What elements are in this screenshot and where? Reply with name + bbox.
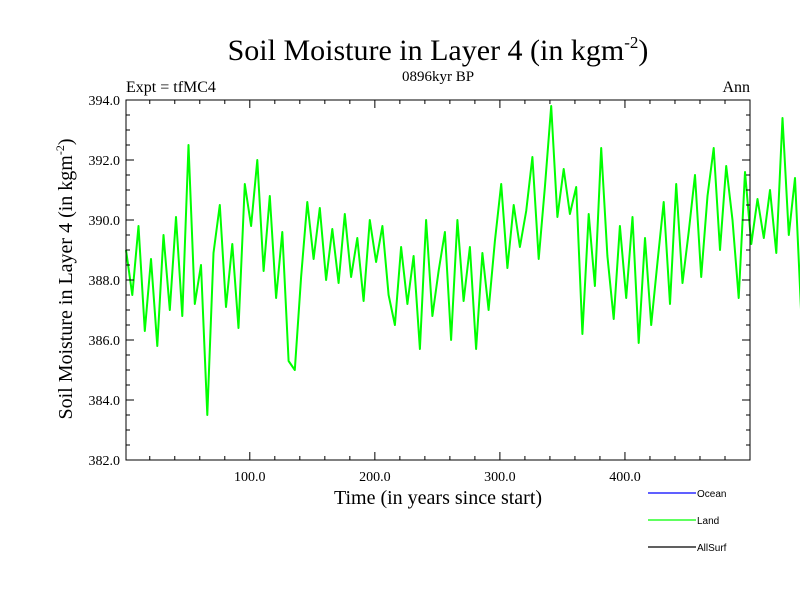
x-axis-label: Time (in years since start) — [334, 487, 542, 509]
chart-title: Soil Moisture in Layer 4 (in kgm-2) — [228, 33, 649, 67]
y-tick-label: 386.0 — [89, 334, 121, 349]
y-tick-label: 382.0 — [89, 454, 121, 469]
x-tick-label: 100.0 — [234, 470, 266, 485]
period-label: Ann — [722, 79, 750, 96]
legend-label-allsurf: AllSurf — [697, 543, 727, 554]
chart-subtitle: 0896kyr BP — [402, 69, 474, 85]
y-tick-label: 390.0 — [89, 214, 121, 229]
y-tick-label: 384.0 — [89, 394, 121, 409]
y-tick-label: 392.0 — [89, 154, 121, 169]
y-tick-label: 394.0 — [89, 94, 121, 109]
experiment-label: Expt = tfMC4 — [126, 79, 216, 96]
legend-label-ocean: Ocean — [697, 489, 726, 500]
series-layer — [125, 105, 800, 416]
x-tick-label: 300.0 — [484, 470, 516, 485]
y-axis-label: Soil Moisture in Layer 4 (in kgm-2) — [53, 138, 77, 419]
legend: Ocean Land AllSurf — [648, 489, 727, 554]
legend-label-land: Land — [697, 516, 719, 527]
x-tick-label: 400.0 — [609, 470, 641, 485]
y-tick-label: 388.0 — [89, 274, 121, 289]
series-line-land — [125, 105, 800, 416]
plot-frame — [125, 99, 751, 461]
x-tick-label: 200.0 — [359, 470, 391, 485]
